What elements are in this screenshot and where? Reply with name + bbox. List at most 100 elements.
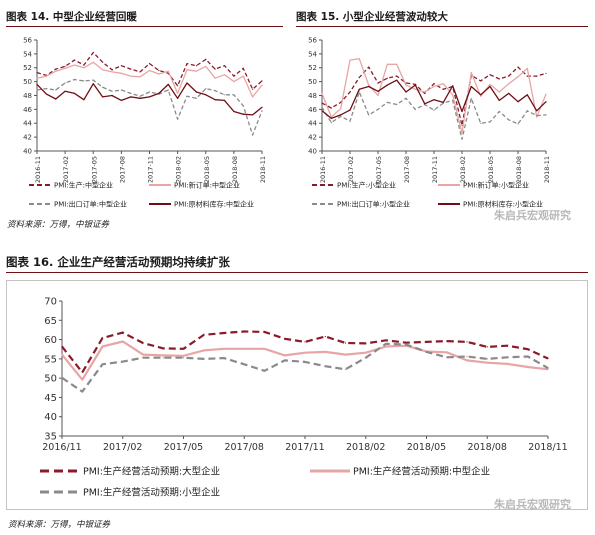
data-point [414, 108, 416, 110]
data-point [142, 342, 144, 344]
data-point [547, 357, 549, 360]
data-point [102, 86, 104, 88]
x-tick-label: 2018-11 [259, 156, 267, 183]
y-tick-label: 60 [44, 335, 57, 346]
y-tick-label: 42 [23, 134, 32, 142]
data-point [186, 82, 188, 84]
data-point [461, 132, 463, 134]
data-point [64, 82, 66, 84]
data-point [102, 69, 104, 71]
data-point [55, 89, 57, 91]
data-point [508, 75, 510, 77]
x-tick-label: 2016-11 [34, 156, 42, 183]
data-point [396, 63, 398, 65]
data-point [536, 75, 538, 77]
data-point [263, 331, 266, 333]
data-point [517, 101, 519, 103]
data-point [261, 84, 263, 86]
legend-label: PMI:原材料库存:中型企业 [174, 199, 254, 208]
x-tick-label: 2017/11 [285, 442, 324, 453]
data-point [223, 357, 225, 359]
data-point [506, 363, 509, 365]
data-point [252, 88, 254, 90]
data-point [386, 84, 388, 86]
data-point [122, 361, 124, 363]
x-tick-label: 2018-11 [543, 156, 551, 183]
data-point [120, 99, 122, 101]
data-point [284, 359, 286, 361]
data-point [148, 63, 151, 65]
data-point [424, 91, 426, 93]
x-tick-label: 2016-11 [319, 156, 327, 183]
legend-label: PMI:原材料库存:小型企业 [463, 199, 543, 208]
chart-frame [6, 280, 588, 510]
data-point [242, 113, 244, 115]
data-point [424, 92, 426, 94]
data-point [321, 106, 323, 108]
x-tick-label: 2017/02 [103, 442, 142, 453]
data-point [545, 72, 547, 74]
data-point [203, 349, 205, 351]
data-point [365, 342, 367, 344]
data-point [120, 65, 122, 67]
x-tick-label: 2018/05 [407, 442, 446, 453]
data-point [122, 332, 124, 334]
data-point [368, 114, 370, 116]
data-point [545, 101, 547, 103]
data-point [55, 98, 57, 100]
data-point [547, 368, 549, 370]
data-point [480, 94, 482, 96]
data-point [261, 110, 263, 112]
data-point [349, 109, 351, 111]
data-point [344, 368, 347, 370]
data-point [330, 117, 332, 119]
data-point [223, 348, 225, 350]
data-point [340, 114, 342, 116]
data-point [377, 108, 379, 110]
data-point [396, 103, 398, 106]
data-point [158, 92, 160, 94]
data-point [45, 75, 48, 77]
data-point [425, 341, 428, 343]
data-point [64, 90, 66, 92]
data-point [498, 110, 500, 113]
data-point [480, 80, 482, 82]
data-point [61, 345, 63, 348]
data-point [545, 114, 547, 116]
x-tick-label: 2016/11 [42, 442, 81, 453]
data-point [508, 119, 510, 121]
data-point [73, 92, 76, 94]
data-point [330, 122, 332, 124]
data-point [545, 93, 547, 95]
data-point [321, 110, 323, 112]
data-point [73, 64, 76, 66]
data-point [214, 68, 216, 70]
data-point [167, 89, 169, 91]
source-note: 资料来源：万得，中银证券 [8, 520, 111, 530]
data-point [536, 110, 538, 112]
data-point [36, 72, 38, 74]
x-tick-label: 2017-02 [347, 156, 355, 183]
data-point [203, 358, 205, 360]
x-tick-label: 2017-08 [403, 156, 411, 183]
data-point [446, 356, 448, 358]
data-point [433, 109, 435, 111]
data-point [344, 342, 347, 344]
data-point [340, 115, 342, 117]
data-point [470, 85, 472, 88]
data-point [64, 65, 66, 67]
data-point [205, 58, 207, 61]
x-tick-label: 2017-11 [147, 156, 155, 183]
data-point [182, 355, 185, 357]
y-tick-label: 35 [44, 432, 57, 443]
data-point [130, 75, 132, 77]
data-point [186, 95, 188, 97]
data-point [148, 96, 151, 98]
data-point [83, 80, 85, 82]
data-point [177, 85, 179, 87]
data-point [55, 68, 57, 70]
x-tick-label: 2017-02 [62, 156, 70, 183]
data-point [263, 348, 266, 350]
data-point [182, 357, 185, 359]
